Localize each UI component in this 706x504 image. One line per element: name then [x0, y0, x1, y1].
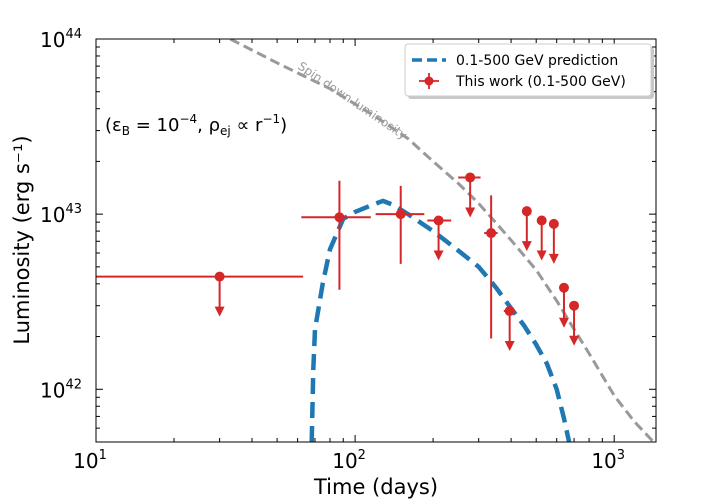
- y-tick-label-0: 1042: [40, 377, 82, 402]
- x-tick-label-base: 10: [73, 449, 98, 473]
- legend-marker-thiswork: [424, 76, 434, 86]
- data-point-10: [558, 282, 569, 328]
- data-marker: [395, 209, 406, 220]
- upper-limit-arrowhead: [433, 250, 444, 261]
- upper-limit-arrowhead: [521, 241, 532, 252]
- x-tick-label-base: 10: [332, 449, 357, 473]
- data-marker: [486, 228, 497, 239]
- upper-limit-arrowhead: [504, 340, 515, 351]
- y-tick-label-1: 1043: [40, 202, 82, 227]
- prediction-curve: [309, 198, 572, 442]
- plot-frame: [95, 38, 657, 443]
- data-point-6: [503, 305, 516, 351]
- data-point-8: [536, 215, 547, 261]
- data-marker: [465, 172, 476, 183]
- upper-limit-arrowhead: [465, 207, 476, 218]
- data-marker: [334, 212, 345, 223]
- x-tick-label-exp: 3: [617, 448, 625, 463]
- data-point-3: [427, 215, 452, 261]
- data-point-5: [484, 195, 498, 339]
- annotation-prefix-sub: B: [122, 124, 130, 138]
- x-tick-label-0: 101: [73, 448, 107, 473]
- data-marker: [214, 271, 225, 282]
- upper-limit-arrowhead: [536, 250, 547, 261]
- data-point-0: [96, 271, 304, 317]
- annotation-mid-sub: ej: [220, 124, 231, 138]
- upper-limit-arrowhead: [214, 306, 225, 317]
- data-marker: [504, 305, 515, 316]
- x-tick-label-2: 103: [591, 448, 625, 473]
- data-marker: [536, 215, 547, 226]
- y-tick-label-exp: 43: [65, 202, 82, 217]
- spin-down-curve: [229, 39, 655, 442]
- y-axis-label: Luminosity (erg s⁻¹): [10, 135, 34, 344]
- data-marker: [548, 218, 559, 229]
- y-tick-label-base: 10: [40, 28, 65, 52]
- y-tick-label-base: 10: [40, 203, 65, 227]
- y-tick-label-exp: 42: [65, 377, 82, 392]
- data-point-11: [569, 300, 580, 346]
- data-marker: [558, 282, 569, 293]
- data-point-2: [375, 185, 425, 264]
- y-tick-label-2: 1044: [40, 27, 82, 52]
- annotation-eq-sup: −4: [179, 112, 197, 126]
- upper-limit-arrowhead: [548, 253, 559, 264]
- curve-label-spin-down: Spin down luminosity: [295, 59, 409, 142]
- x-tick-label-exp: 1: [99, 448, 107, 463]
- y-tick-label-exp: 44: [65, 27, 82, 42]
- data-point-4: [458, 172, 481, 218]
- data-point-1: [301, 180, 371, 290]
- data-marker: [521, 206, 532, 217]
- legend-label-prediction: 0.1-500 GeV prediction: [456, 53, 618, 69]
- legend-box: [404, 43, 652, 97]
- x-tick-label-base: 10: [591, 449, 616, 473]
- x-tick-label-1: 102: [332, 448, 366, 473]
- x-axis-label: Time (days): [313, 475, 438, 499]
- annotation-mid: , ρ: [197, 115, 220, 136]
- model-annotation: (εB = 10−4, ρej ∝ r−1): [105, 112, 287, 138]
- legend: 0.1-500 GeV prediction This work (0.1-50…: [404, 43, 654, 99]
- annotation-prefix: (ε: [105, 115, 122, 136]
- upper-limit-arrowhead: [569, 335, 580, 346]
- legend-label-thiswork: This work (0.1-500 GeV): [455, 74, 626, 90]
- data-point-9: [548, 218, 559, 264]
- x-tick-label-exp: 2: [358, 448, 366, 463]
- annotation-prop: ∝ r: [231, 115, 263, 136]
- annotation-prop-sup: −1: [262, 112, 280, 126]
- upper-limit-arrowhead: [558, 317, 569, 328]
- y-tick-label-base: 10: [40, 378, 65, 402]
- data-marker: [569, 300, 580, 311]
- data-point-7: [521, 206, 532, 252]
- annotation-eq: = 10: [130, 115, 179, 136]
- annotation-suffix: ): [280, 115, 287, 136]
- data-marker: [433, 215, 444, 226]
